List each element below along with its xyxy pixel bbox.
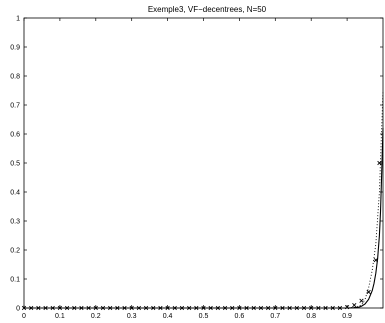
series-2-marker <box>377 160 382 166</box>
y-tick-label: 0.4 <box>10 190 20 197</box>
series-layer <box>21 90 384 311</box>
series-2-marker <box>179 305 185 311</box>
series-2-marker <box>158 305 163 311</box>
y-tick-label: 0.1 <box>10 277 20 284</box>
x-tick-label: 0.4 <box>163 313 173 320</box>
series-2-marker <box>359 298 364 303</box>
y-tick-label: 0.2 <box>10 248 20 255</box>
y-tick-label: 0.5 <box>10 161 20 168</box>
series-2-marker <box>201 305 206 311</box>
x-tick-label: 0.9 <box>342 313 352 320</box>
series-2-marker <box>50 305 55 311</box>
series-2-marker <box>280 305 285 311</box>
chart-title: Exemple3, VF−decentrees, N=50 <box>148 5 267 14</box>
series-2-marker <box>373 258 378 263</box>
series-2-marker <box>100 305 106 311</box>
series-2-marker <box>323 305 328 311</box>
x-tick-label: 0.5 <box>199 313 209 320</box>
series-2-marker <box>129 305 134 311</box>
series-2-marker <box>287 305 292 311</box>
series-2-marker <box>222 305 228 311</box>
y-tick-label: 0.7 <box>10 103 20 110</box>
series-2-marker <box>29 305 34 311</box>
series-2-marker <box>122 305 127 311</box>
y-tick-label: 0.9 <box>10 45 20 52</box>
y-tick-label: 0.8 <box>10 74 20 81</box>
x-tick-label: 0.7 <box>270 313 280 320</box>
series-0-line <box>24 128 384 309</box>
y-axis: 0 0.1 0.2 0.3 0.4 0.5 0.6 0.7 0.8 0.9 1 <box>10 16 383 313</box>
series-2-marker <box>115 305 120 311</box>
y-tick-label: 0.6 <box>10 132 20 139</box>
x-tick-label: 0.8 <box>306 313 316 320</box>
series-2-marker <box>36 305 41 311</box>
x-tick-label: 0.3 <box>127 313 137 320</box>
series-2-marker <box>366 289 371 295</box>
series-2-marker <box>266 305 271 311</box>
y-tick-label: 0 <box>16 306 20 313</box>
series-2-marker <box>21 305 27 311</box>
series-2-marker <box>108 305 113 311</box>
x-tick-label: 0 <box>22 313 26 320</box>
series-2-marker <box>294 305 299 311</box>
series-2-marker <box>172 305 177 311</box>
series-2-marker <box>151 305 156 311</box>
y-tick-label: 0.3 <box>10 219 20 226</box>
series-2-marker <box>251 305 256 311</box>
series-2-marker <box>215 305 220 311</box>
series-2-marker <box>57 305 63 311</box>
series-2-marker <box>86 305 91 311</box>
series-2-marker <box>72 305 77 311</box>
series-2-marker <box>165 305 170 311</box>
series-2-marker <box>79 305 84 311</box>
series-2-marker <box>93 305 98 311</box>
series-2-marker <box>330 305 335 311</box>
series-2-marker <box>309 305 314 311</box>
series-2-marker <box>337 305 343 311</box>
series-2-marker <box>352 302 357 308</box>
series-2-marker <box>258 305 264 311</box>
series-2-marker <box>273 305 278 311</box>
series-2-marker <box>344 305 350 310</box>
series-2-marker <box>194 305 199 311</box>
series-2-marker <box>43 305 48 311</box>
x-tick-label: 0.2 <box>91 313 101 320</box>
x-tick-label: 0.6 <box>235 313 245 320</box>
series-2-marker <box>208 305 213 311</box>
series-2-marker <box>136 305 141 311</box>
series-2-marker <box>64 305 70 311</box>
x-tick-label: 0.1 <box>55 313 65 320</box>
series-2-marker <box>301 305 307 311</box>
series-2-marker <box>316 305 321 311</box>
series-2-marker <box>244 305 249 311</box>
series-2-marker <box>237 305 242 311</box>
series-2-marker <box>143 305 149 311</box>
series-2-marker <box>187 305 192 311</box>
series-2-marker <box>230 305 235 311</box>
y-tick-label: 1 <box>16 16 20 23</box>
